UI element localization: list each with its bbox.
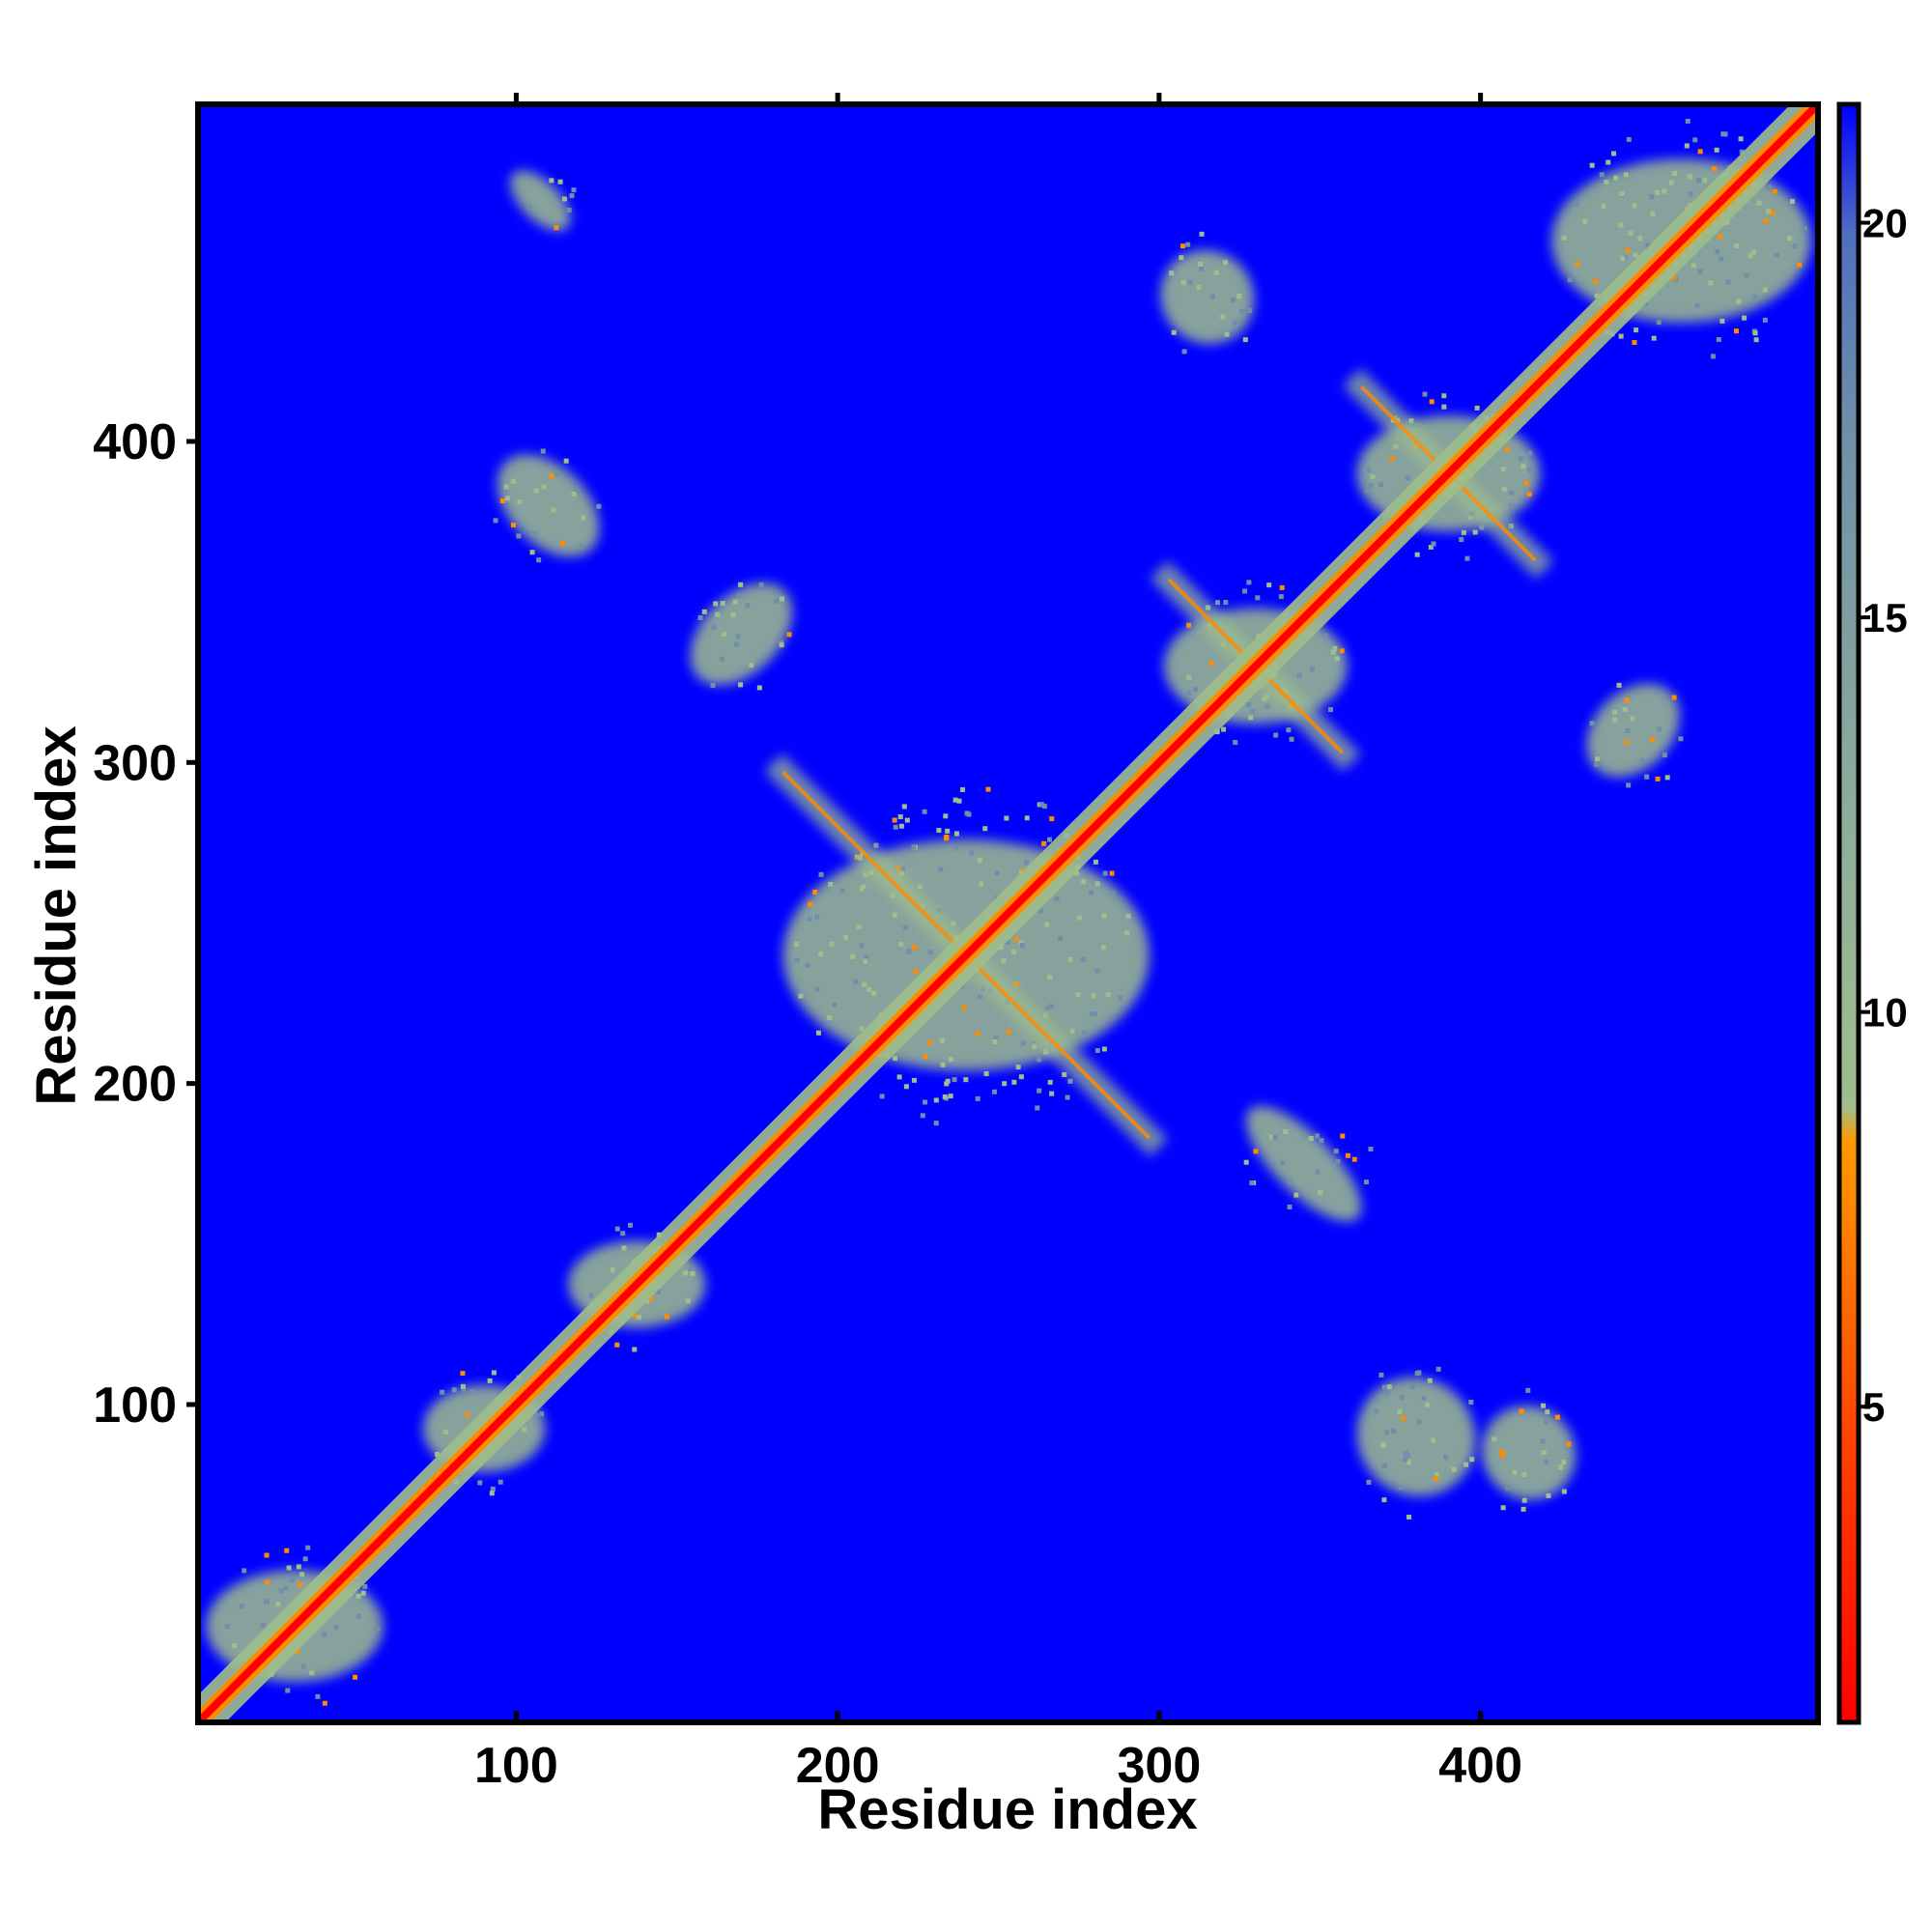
contact-region <box>690 582 793 691</box>
contact-region <box>1356 1366 1476 1520</box>
x-tick-label: 300 <box>1118 1738 1202 1794</box>
x-tick-label: 400 <box>1438 1738 1522 1794</box>
colorbar-tick-label: 5 <box>1862 1384 1885 1430</box>
contact-region <box>510 170 577 231</box>
contact-region <box>1481 1387 1577 1512</box>
colorbar-tick-label: 10 <box>1862 990 1908 1036</box>
main-diagonal <box>198 104 1818 1722</box>
y-axis-title: Residue index <box>25 725 88 1105</box>
contact-region <box>493 448 602 563</box>
y-tick-label: 400 <box>93 414 177 470</box>
heatmap-marks <box>198 104 1818 1722</box>
colorbar-tick-label: 20 <box>1862 201 1908 246</box>
x-axis: 100 200 300 400 <box>474 93 1522 1794</box>
x-axis-title: Residue index <box>817 1778 1197 1841</box>
contact-region <box>1160 231 1255 355</box>
colorbar-tick-label: 15 <box>1862 595 1908 640</box>
colorbar <box>1836 101 1861 1725</box>
x-tick-label: 200 <box>796 1738 880 1794</box>
y-tick-label: 100 <box>93 1378 177 1434</box>
y-tick-label: 300 <box>93 735 177 791</box>
y-tick-label: 200 <box>93 1057 177 1113</box>
contact-region <box>1586 682 1684 788</box>
colorbar-ticks: 5 10 15 20 <box>1859 201 1908 1430</box>
plot-frame <box>195 101 1821 1725</box>
x-tick-label: 100 <box>474 1738 558 1794</box>
y-axis: 100 200 300 400 <box>93 414 198 1434</box>
contact-region <box>1243 1105 1374 1222</box>
